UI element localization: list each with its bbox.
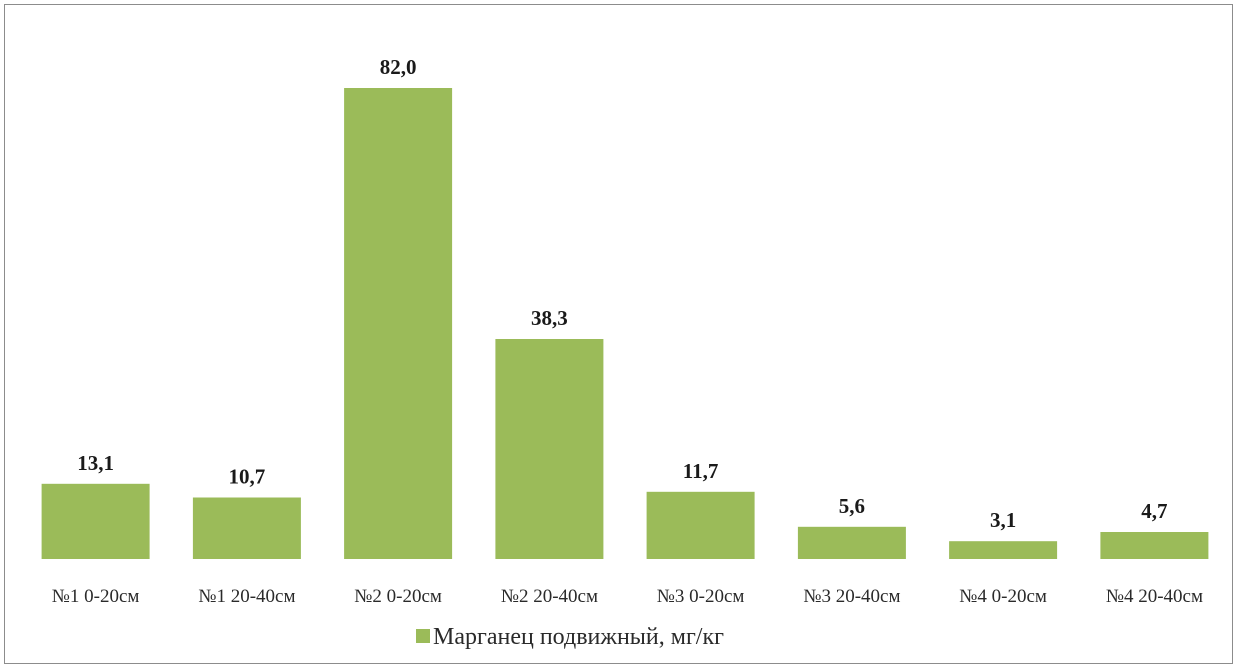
legend-label: Марганец подвижный, мг/кг <box>433 624 724 650</box>
data-label-5: 5,6 <box>839 494 865 518</box>
x-axis-tick-labels: №1 0-20см №1 20-40см №2 0-20см №2 20-40см №3… <box>52 586 1203 607</box>
data-label-7: 4,7 <box>1141 499 1167 523</box>
bar-0 <box>41 483 150 559</box>
bar-7 <box>1100 532 1209 559</box>
bar-4 <box>646 491 755 559</box>
x-tick-label-1: №1 20-40см <box>198 586 295 607</box>
legend-swatch <box>416 629 430 643</box>
bar-3 <box>495 339 604 559</box>
data-label-3: 38,3 <box>531 306 568 330</box>
x-tick-label-7: №4 20-40см <box>1106 586 1203 607</box>
x-tick-label-5: №3 20-40см <box>803 586 900 607</box>
data-labels-group: 13,1 10,7 82,0 38,3 11,7 5,6 3,1 4,7 <box>77 55 1167 532</box>
x-tick-label-2: №2 0-20см <box>354 586 442 607</box>
x-tick-label-6: №4 0-20см <box>959 586 1047 607</box>
bar-1 <box>192 497 301 559</box>
data-label-4: 11,7 <box>683 459 719 483</box>
data-label-0: 13,1 <box>77 451 114 475</box>
bars-group <box>41 88 1209 559</box>
bar-6 <box>949 541 1058 559</box>
bar-2 <box>344 88 453 559</box>
legend: Марганец подвижный, мг/кг <box>416 624 724 650</box>
data-label-6: 3,1 <box>990 508 1016 532</box>
bar-5 <box>797 526 906 559</box>
x-tick-label-4: №3 0-20см <box>657 586 745 607</box>
data-label-1: 10,7 <box>229 465 266 489</box>
x-tick-label-3: №2 20-40см <box>501 586 598 607</box>
data-label-2: 82,0 <box>380 55 417 79</box>
x-tick-label-0: №1 0-20см <box>52 586 140 607</box>
